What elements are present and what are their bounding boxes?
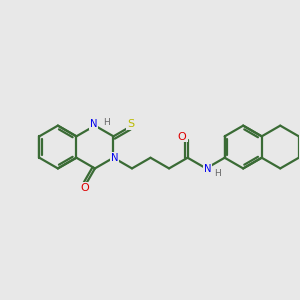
Text: N: N — [111, 153, 119, 163]
Text: H: H — [103, 118, 110, 127]
Text: O: O — [178, 132, 187, 142]
Text: N: N — [204, 164, 212, 174]
Text: N: N — [90, 119, 97, 129]
Text: H: H — [214, 169, 221, 178]
Text: S: S — [127, 119, 134, 129]
Text: O: O — [80, 183, 89, 193]
